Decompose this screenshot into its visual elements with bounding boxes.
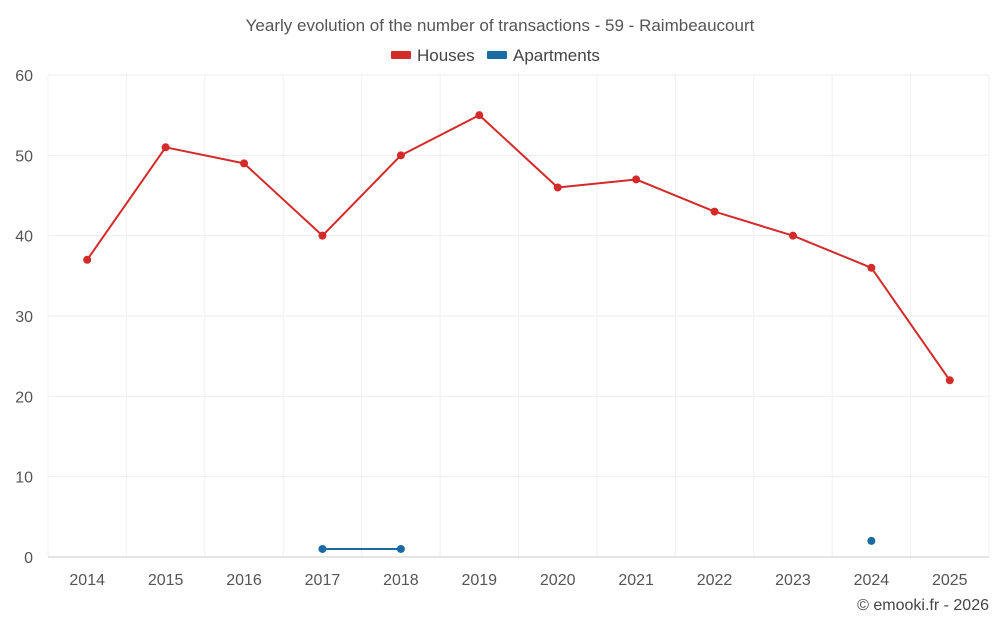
x-tick-label: 2014 bbox=[69, 572, 105, 589]
x-tick-label: 2016 bbox=[226, 572, 262, 589]
series-apartments bbox=[318, 536, 876, 553]
x-tick-label: 2023 bbox=[775, 572, 811, 589]
x-tick-label: 2024 bbox=[854, 572, 890, 589]
legend-item-apartments[interactable]: Apartments bbox=[487, 46, 600, 65]
axes: 0 10 20 30 40 50 60 2014 2015 2016 2017 2018 2019 202… bbox=[15, 68, 989, 589]
x-tick-label: 2020 bbox=[540, 572, 576, 589]
series-layer bbox=[83, 111, 954, 553]
data-point-houses-2016[interactable] bbox=[240, 159, 249, 168]
data-point-houses-2021[interactable] bbox=[632, 175, 641, 184]
y-tick-label: 0 bbox=[24, 550, 33, 567]
x-tick-label: 2017 bbox=[305, 572, 341, 589]
data-point-houses-2018[interactable] bbox=[396, 151, 405, 160]
x-tick-label: 2022 bbox=[697, 572, 733, 589]
y-tick-label: 50 bbox=[15, 148, 33, 165]
legend-label-houses: Houses bbox=[417, 46, 475, 65]
data-point-houses-2019[interactable] bbox=[475, 111, 484, 120]
x-tick-label: 2019 bbox=[461, 572, 497, 589]
y-tick-label: 20 bbox=[15, 389, 33, 406]
data-point-apartments-2018[interactable] bbox=[396, 544, 405, 553]
x-tick-label: 2021 bbox=[618, 572, 654, 589]
x-tick-label: 2018 bbox=[383, 572, 419, 589]
legend-item-houses[interactable]: Houses bbox=[391, 46, 475, 65]
series-line-houses bbox=[86, 114, 951, 381]
legend: Houses Apartments bbox=[391, 46, 600, 65]
chart-title: Yearly evolution of the number of transa… bbox=[246, 16, 755, 35]
series-houses bbox=[83, 111, 954, 385]
y-tick-label: 30 bbox=[15, 309, 33, 326]
gridlines bbox=[47, 74, 990, 557]
data-point-apartments-2024[interactable] bbox=[867, 536, 876, 545]
data-point-houses-2015[interactable] bbox=[161, 143, 170, 152]
data-point-houses-2022[interactable] bbox=[710, 207, 719, 216]
data-point-houses-2017[interactable] bbox=[318, 231, 327, 240]
y-tick-label: 60 bbox=[15, 68, 33, 85]
data-point-houses-2020[interactable] bbox=[553, 183, 562, 192]
y-tick-label: 40 bbox=[15, 229, 33, 246]
data-point-houses-2024[interactable] bbox=[867, 263, 876, 272]
data-point-houses-2014[interactable] bbox=[83, 255, 92, 264]
y-tick-label: 10 bbox=[15, 470, 33, 487]
x-tick-label: 2025 bbox=[932, 572, 968, 589]
legend-swatch-apartments bbox=[487, 51, 507, 59]
data-point-houses-2025[interactable] bbox=[945, 376, 954, 385]
x-tick-label: 2015 bbox=[148, 572, 184, 589]
legend-swatch-houses bbox=[391, 51, 411, 59]
legend-label-apartments: Apartments bbox=[513, 46, 600, 65]
credit-text: © emooki.fr - 2026 bbox=[857, 597, 989, 614]
data-point-houses-2023[interactable] bbox=[788, 231, 797, 240]
data-point-apartments-2017[interactable] bbox=[318, 544, 327, 553]
